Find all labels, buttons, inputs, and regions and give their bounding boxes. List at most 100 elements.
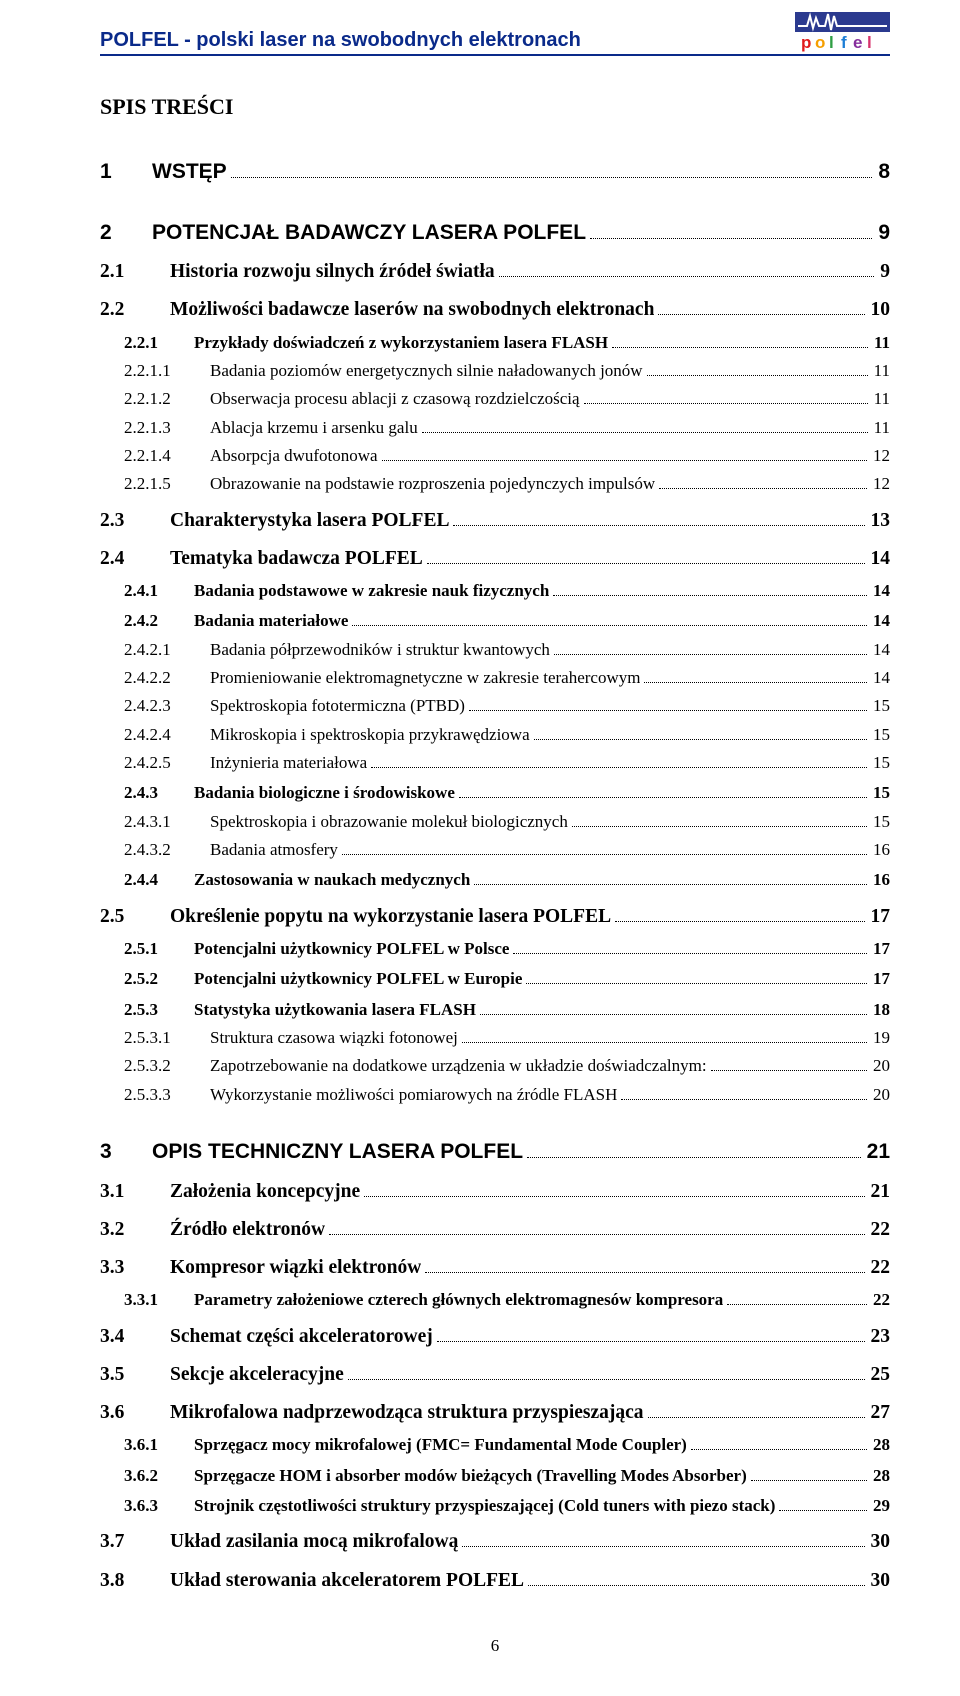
toc-number: 2.2.1: [100, 330, 194, 356]
toc-title: Historia rozwoju silnych źródeł światła: [170, 257, 495, 287]
toc-page: 30: [869, 1566, 891, 1596]
toc-entry: 2.5.3.3Wykorzystanie możliwości pomiarow…: [100, 1082, 890, 1108]
toc-entry: 2.2.1.2Obserwacja procesu ablacji z czas…: [100, 386, 890, 412]
toc-page: 16: [871, 867, 890, 893]
toc-page: 15: [871, 809, 890, 835]
toc-title: Badania podstawowe w zakresie nauk fizyc…: [194, 578, 549, 604]
toc-page: 8: [876, 156, 890, 189]
toc-leader-dots: [659, 488, 867, 489]
toc-page: 22: [869, 1253, 891, 1283]
toc-leader-dots: [534, 739, 867, 740]
toc-leader-dots: [364, 1196, 864, 1197]
toc-leader-dots: [644, 682, 867, 683]
toc-title: Inżynieria materiałowa: [210, 750, 367, 776]
toc-entry: 2.5Określenie popytu na wykorzystanie la…: [100, 902, 890, 932]
toc-entry: 2.5.3.2Zapotrzebowanie na dodatkowe urzą…: [100, 1053, 890, 1079]
toc-number: 3.8: [100, 1566, 170, 1596]
toc-number: 3.2: [100, 1215, 170, 1245]
toc-leader-dots: [615, 921, 864, 922]
toc-number: 2.1: [100, 257, 170, 287]
toc-entry: 3.4Schemat części akceleratorowej23: [100, 1322, 890, 1352]
toc-title: Tematyka badawcza POLFEL: [170, 544, 423, 574]
toc-number: 2.2.1.4: [100, 443, 210, 469]
toc-number: 3.6.2: [100, 1463, 194, 1489]
toc-number: 2.4.2: [100, 608, 194, 634]
toc-entry: 2.2.1.5Obrazowanie na podstawie rozprosz…: [100, 471, 890, 497]
toc-number: 3.6: [100, 1398, 170, 1428]
toc-entry: 3.8Układ sterowania akceleratorem POLFEL…: [100, 1566, 890, 1596]
toc-number: 2.4.3: [100, 780, 194, 806]
toc-title: Parametry założeniowe czterech głównych …: [194, 1287, 723, 1313]
toc-page: 29: [871, 1493, 890, 1519]
toc-entry: 2.4Tematyka badawcza POLFEL14: [100, 544, 890, 574]
toc-leader-dots: [590, 238, 872, 239]
toc-leader-dots: [427, 563, 865, 564]
toc-page: 14: [871, 637, 890, 663]
toc-entry: 3.2Źródło elektronów22: [100, 1215, 890, 1245]
toc-entry: 3.3Kompresor wiązki elektronów 22: [100, 1253, 890, 1283]
toc-entry: 2.2Możliwości badawcze laserów na swobod…: [100, 295, 890, 325]
toc-page: 19: [871, 1025, 890, 1051]
toc-page: 15: [871, 750, 890, 776]
toc-title: Badania półprzewodników i struktur kwant…: [210, 637, 550, 663]
toc-page: 12: [871, 443, 890, 469]
toc-list: 1WSTĘP82POTENCJAŁ BADAWCZY LASERA POLFEL…: [100, 156, 890, 1596]
toc-page: 14: [871, 578, 890, 604]
toc-title: Wykorzystanie możliwości pomiarowych na …: [210, 1082, 617, 1108]
toc-page: 15: [871, 780, 890, 806]
toc-number: 2.2.1.1: [100, 358, 210, 384]
toc-title: Układ zasilania mocą mikrofalową: [170, 1527, 458, 1557]
toc-entry: 2.4.3.1Spektroskopia i obrazowanie molek…: [100, 809, 890, 835]
toc-number: 2.5.3.3: [100, 1082, 210, 1108]
toc-entry: 2.3Charakterystyka lasera POLFEL13: [100, 506, 890, 536]
toc-leader-dots: [711, 1070, 867, 1071]
toc-page: 17: [871, 966, 890, 992]
toc-title: Źródło elektronów: [170, 1215, 325, 1245]
toc-entry: 2.4.1Badania podstawowe w zakresie nauk …: [100, 578, 890, 604]
toc-title: Założenia koncepcyjne: [170, 1177, 360, 1207]
toc-entry: 2.4.2.4Mikroskopia i spektroskopia przyk…: [100, 722, 890, 748]
toc-leader-dots: [348, 1379, 865, 1380]
toc-page: 17: [871, 936, 890, 962]
toc-leader-dots: [691, 1449, 867, 1450]
toc-leader-dots: [480, 1014, 867, 1015]
toc-number: 2.4.2.1: [100, 637, 210, 663]
page-header: POLFEL - polski laser na swobodnych elek…: [100, 0, 890, 56]
toc-leader-dots: [499, 276, 875, 277]
toc-leader-dots: [469, 710, 867, 711]
toc-entry: 2.5.2Potencjalni użytkownicy POLFEL w Eu…: [100, 966, 890, 992]
toc-entry: 2POTENCJAŁ BADAWCZY LASERA POLFEL9: [100, 217, 890, 250]
toc-leader-dots: [612, 347, 868, 348]
toc-number: 2.5.1: [100, 936, 194, 962]
toc-title: Badania atmosfery: [210, 837, 338, 863]
toc-title: Sprzęgacze HOM i absorber modów bieżącyc…: [194, 1463, 747, 1489]
toc-page: 27: [869, 1398, 891, 1428]
toc-number: 2.5: [100, 902, 170, 932]
toc-title: OPIS TECHNICZNY LASERA POLFEL: [152, 1136, 523, 1169]
toc-entry: 3.6.3Strojnik częstotliwości struktury p…: [100, 1493, 890, 1519]
svg-text:p: p: [801, 33, 811, 52]
toc-title: Mikrofalowa nadprzewodząca struktura prz…: [170, 1398, 644, 1428]
toc-page: 15: [871, 693, 890, 719]
toc-number: 3.7: [100, 1527, 170, 1557]
toc-number: 2.4.2.2: [100, 665, 210, 691]
toc-entry: 2.4.3Badania biologiczne i środowiskowe1…: [100, 780, 890, 806]
svg-text:f: f: [841, 33, 847, 52]
toc-number: 3.1: [100, 1177, 170, 1207]
toc-number: 2.5.3.2: [100, 1053, 210, 1079]
toc-title: Struktura czasowa wiązki fotonowej: [210, 1025, 458, 1051]
svg-text:l: l: [829, 33, 834, 52]
toc-page: 30: [869, 1527, 891, 1557]
toc-page: 9: [878, 257, 890, 287]
toc-number: 3.3: [100, 1253, 170, 1283]
toc-entry: 3.3.1Parametry założeniowe czterech głów…: [100, 1287, 890, 1313]
toc-title: Obserwacja procesu ablacji z czasową roz…: [210, 386, 580, 412]
toc-number: 2.4.3.2: [100, 837, 210, 863]
toc-number: 2.3: [100, 506, 170, 536]
toc-title: Określenie popytu na wykorzystanie laser…: [170, 902, 611, 932]
toc-page: 18: [871, 997, 890, 1023]
toc-entry: 3OPIS TECHNICZNY LASERA POLFEL21: [100, 1136, 890, 1169]
toc-leader-dots: [342, 854, 867, 855]
toc-title: Kompresor wiązki elektronów: [170, 1253, 421, 1283]
toc-page: 21: [865, 1136, 890, 1169]
